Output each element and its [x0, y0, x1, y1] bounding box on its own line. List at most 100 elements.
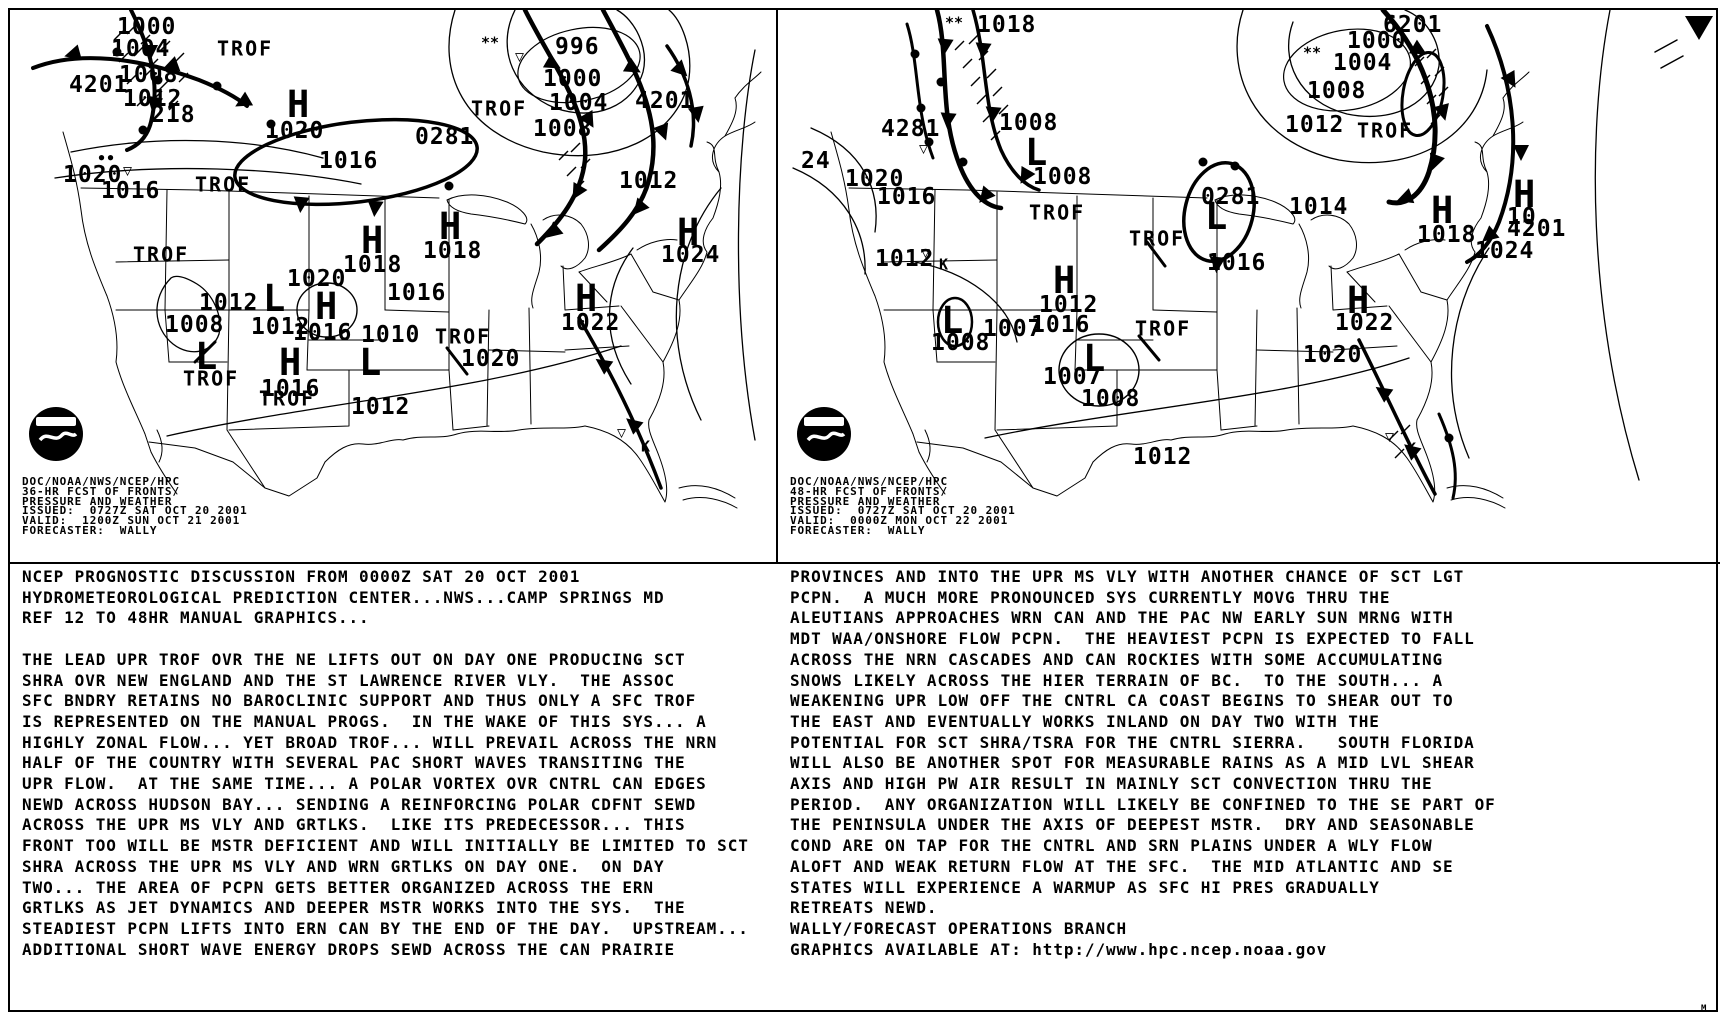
- pressure-label: 1008: [999, 110, 1058, 136]
- pressure-label: 1004: [1333, 50, 1392, 76]
- discussion-line: WILL ALSO BE ANOTHER SPOT FOR MEASURABLE…: [790, 753, 1475, 773]
- pressure-label: 1020: [845, 166, 904, 192]
- pressure-label: 0281: [1201, 184, 1260, 210]
- pressure-label: 1016: [1207, 250, 1266, 276]
- discussion-line: STATES WILL EXPERIENCE A WARMUP AS SFC H…: [790, 877, 1380, 897]
- high-center: H: [439, 205, 461, 248]
- wx-symbol: K: [1407, 440, 1416, 458]
- wx-symbol: ▽: [515, 48, 524, 66]
- low-center: L: [1083, 337, 1105, 380]
- discussion-line: FRONT TOO WILL BE MSTR DEFICIENT AND WIL…: [22, 836, 749, 856]
- pressure-label: 1016: [293, 320, 352, 346]
- pressure-label: 1014: [1289, 194, 1348, 220]
- map-credit-line: 36-HR FCST OF FRONTS/: [22, 484, 180, 498]
- noaa-logo: [797, 407, 851, 461]
- pressure-label: 218: [151, 102, 196, 128]
- high-center: H: [575, 277, 597, 320]
- pressure-label: 1018: [423, 238, 482, 264]
- pressure-label: 1008: [533, 116, 592, 142]
- high-center: H: [287, 83, 309, 126]
- pressure-label: 1000: [1347, 28, 1406, 54]
- discussion-line: PCPN. A MUCH MORE PRONOUNCED SYS CURRENT…: [790, 587, 1391, 607]
- wx-symbol: ▽: [123, 162, 132, 180]
- discussion-line: ACROSS THE UPR MS VLY AND GRTLKS. LIKE I…: [22, 815, 686, 835]
- map-credit-line: PRESSURE AND WEATHER: [790, 494, 941, 508]
- pressure-label: 1008: [165, 312, 224, 338]
- frame-border: [8, 8, 1718, 1012]
- pressure-label: 1007: [1043, 364, 1102, 390]
- discussion-line: HIGHLY ZONAL FLOW... YET BROAD TROF... W…: [22, 732, 718, 752]
- map-credit-line: DOC/NOAA/NWS/NCEP/HPC: [22, 475, 180, 488]
- trof-label: TROF: [195, 173, 251, 197]
- wx-symbol: ▽: [919, 140, 928, 158]
- pressure-label: 1016: [1031, 312, 1090, 338]
- high-center: H: [677, 211, 699, 254]
- discussion-line: NEWD ACROSS HUDSON BAY... SENDING A REIN…: [22, 794, 697, 814]
- discussion-line: SHRA ACROSS THE UPR MS VLY AND WRN GRTLK…: [22, 856, 665, 876]
- pressure-label: 10: [1507, 204, 1537, 230]
- pressure-label: 1008: [119, 62, 178, 88]
- discussion-left-column: NCEP PROGNOSTIC DISCUSSION FROM 0000Z SA…: [22, 567, 772, 960]
- discussion-line: WALLY/FORECAST OPERATIONS BRANCH: [790, 918, 1128, 938]
- wx-symbol: **: [481, 34, 499, 52]
- trof-label: TROF: [1029, 201, 1085, 225]
- discussion-line: GRTLKS AS JET DYNAMICS AND DEEPER MSTR W…: [22, 898, 686, 918]
- pressure-label: 4201: [69, 72, 128, 98]
- discussion-line: REF 12 TO 48HR MANUAL GRAPHICS...: [22, 608, 370, 628]
- trof-label: TROF: [133, 243, 189, 267]
- discussion-line: ALEUTIANS APPROACHES WRN CAN AND THE PAC…: [790, 608, 1454, 628]
- pressure-label: 1008: [1033, 164, 1092, 190]
- pressure-label: 1018: [977, 12, 1036, 38]
- map-credit-line: 48-HR FCST OF FRONTS/: [790, 484, 948, 498]
- pressure-label: 1007: [983, 316, 1042, 342]
- pressure-label: 1012: [251, 314, 310, 340]
- wx-symbol: ▽: [921, 244, 930, 262]
- pressure-label: 1012: [351, 394, 410, 420]
- trof-label: TROF: [183, 367, 239, 391]
- pressure-label: 1022: [1335, 310, 1394, 336]
- map-credit-line: DOC/NOAA/NWS/NCEP/HPC: [790, 475, 948, 488]
- discussion-line: MDT WAA/ONSHORE FLOW PCPN. THE HEAVIEST …: [790, 629, 1475, 649]
- trof-label: TROF: [471, 97, 527, 121]
- pressure-label: 1020: [1303, 342, 1362, 368]
- pressure-label: 1024: [661, 242, 720, 268]
- high-center: H: [1053, 259, 1075, 302]
- map-credit-line: VALID: 1200Z SUN OCT 21 2001: [22, 514, 241, 528]
- high-center: H: [1347, 279, 1369, 322]
- pressure-label: 1012: [1039, 292, 1098, 318]
- pressure-label: 1020: [265, 118, 324, 144]
- corner-artifact: M: [1701, 1004, 1707, 1014]
- map-credit-line: FORECASTER: WALLY: [790, 523, 926, 537]
- discussion-line: SNOWS LIKELY ACROSS THE HIER TERRAIN OF …: [790, 670, 1444, 690]
- wx-symbol: K: [939, 256, 948, 274]
- pressure-label: 1016: [319, 148, 378, 174]
- low-center: L: [941, 299, 963, 342]
- discussion-line: THE PENINSULA UNDER THE AXIS OF DEEPEST …: [790, 815, 1475, 835]
- pressure-label: 1016: [877, 184, 936, 210]
- discussion-line: COND ARE ON TAP FOR THE CNTRL AND SRN PL…: [790, 836, 1433, 856]
- pressure-label: 0281: [415, 124, 474, 150]
- pressure-label: 1004: [549, 90, 608, 116]
- pressure-label: 1016: [101, 178, 160, 204]
- map-credit-block-36hr: DOC/NOAA/NWS/NCEP/HPC 36-HR FCST OF FRONT…: [22, 475, 248, 536]
- high-center: H: [279, 341, 301, 384]
- discussion-line: PERIOD. ANY ORGANIZATION WILL LIKELY BE …: [790, 794, 1496, 814]
- high-center: H: [1431, 189, 1453, 232]
- discussion-line: PROVINCES AND INTO THE UPR MS VLY WITH A…: [790, 567, 1465, 586]
- discussion-line: STEADIEST PCPN LIFTS INTO ERN CAN BY THE…: [22, 918, 749, 938]
- pressure-label: 1010: [361, 322, 420, 348]
- wx-symbol: ▽: [1385, 428, 1394, 446]
- discussion-line: ADDITIONAL SHORT WAVE ENERGY DROPS SEWD …: [22, 939, 676, 959]
- pressure-label: 1022: [561, 310, 620, 336]
- pressure-label: 996: [555, 34, 600, 60]
- pressure-label: 4201: [1507, 216, 1566, 242]
- discussion-line: HALF OF THE COUNTRY WITH SEVERAL PAC SHO…: [22, 753, 686, 773]
- low-center: L: [1205, 195, 1227, 238]
- pressure-label: 1008: [1307, 78, 1366, 104]
- pressure-label: 4281: [881, 116, 940, 142]
- high-center: H: [361, 219, 383, 262]
- discussion-line: THE EAST AND EVENTUALLY WORKS INLAND ON …: [790, 711, 1380, 731]
- discussion-line: THE LEAD UPR TROF OVR THE NE LIFTS OUT O…: [22, 649, 686, 669]
